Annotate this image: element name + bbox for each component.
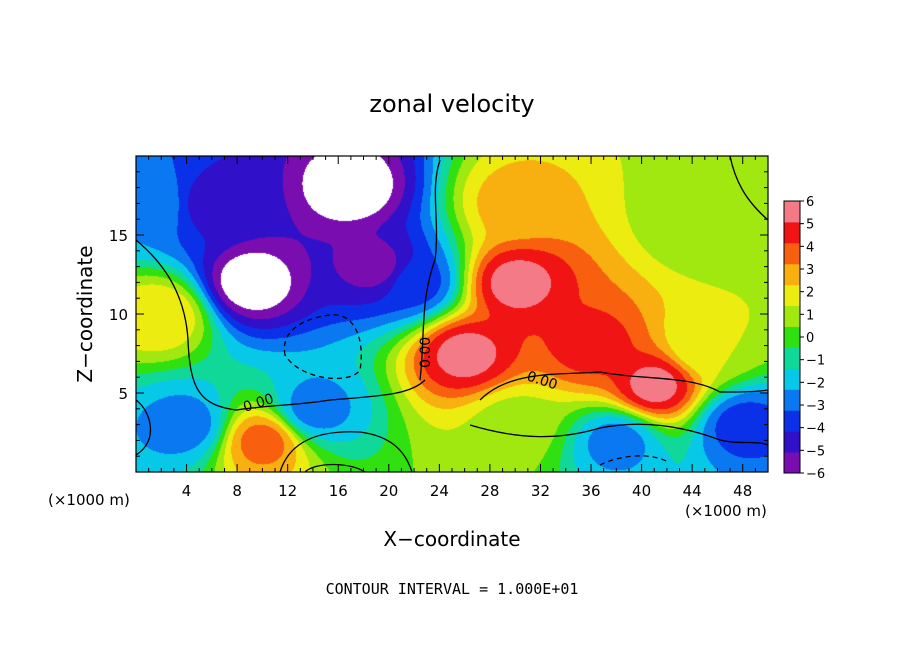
- contour-zero-left: [135, 239, 426, 411]
- colorbar-segment: [784, 431, 800, 453]
- x-axis: 4 8 12 16 20 24 28 32 36 40 44 48: [148, 156, 756, 500]
- colorbar-tick-label: 5: [806, 218, 814, 233]
- x-tick-label: 44: [683, 482, 702, 500]
- colorbar-segment: [784, 368, 800, 390]
- colorbar-segment: [784, 326, 800, 348]
- x-tick-label: 28: [480, 482, 499, 500]
- x-unit-right: (×1000 m): [685, 502, 767, 520]
- colorbar-segment: [784, 389, 800, 411]
- contour-zero-left-lower: [135, 399, 152, 456]
- colorbar-tick-label: −4: [806, 422, 825, 437]
- contour-dashed-bottom: [599, 455, 669, 466]
- x-tick-label: 12: [278, 482, 297, 500]
- contour-label-1: 0.00: [418, 337, 434, 368]
- contour-bottom-small: [304, 463, 366, 473]
- x-tick-label: 8: [232, 482, 242, 500]
- contour-zero-right: [729, 155, 769, 221]
- x-tick-label: 36: [581, 482, 600, 500]
- y-tick-label: 15: [109, 227, 128, 245]
- colorbar-tick-label: 3: [806, 263, 814, 278]
- x-tick-label: 20: [379, 482, 398, 500]
- colorbar-tick-label: 4: [806, 240, 814, 255]
- x-tick-label: 48: [733, 482, 752, 500]
- y-tick-label: 5: [118, 385, 128, 403]
- x-tick-label: 24: [430, 482, 449, 500]
- colorbar-tick-label: −5: [806, 444, 825, 459]
- colorbar-segment: [784, 221, 800, 244]
- colorbar-tick-label: 6: [806, 195, 814, 210]
- colorbar-tick-label: −1: [806, 354, 825, 369]
- colorbar-tick-label: 1: [806, 308, 814, 323]
- colorbar-tick-label: −2: [806, 376, 825, 391]
- colorbar-segment: [784, 305, 800, 328]
- contour-dashed-cell: [283, 314, 362, 380]
- x-tick-label: 16: [329, 482, 348, 500]
- colorbar-segment: [784, 284, 800, 307]
- chart-title: zonal velocity: [369, 90, 534, 118]
- colorbar-segment: [784, 242, 800, 265]
- x-tick-label: 32: [531, 482, 550, 500]
- contour-lines: [135, 155, 769, 473]
- y-axis: 5 10 15: [109, 171, 768, 457]
- contour-zero-bottom: [479, 371, 769, 401]
- colorbar-segment: [784, 263, 800, 286]
- contour-zero-lower-band: [469, 423, 769, 446]
- colorbar-tick-label: 2: [806, 286, 814, 301]
- contour-bottom-arc: [279, 431, 413, 473]
- colorbar-tick-label: −3: [806, 399, 825, 414]
- colorbar: 6 5 4 3 2 1 0 −1 −2 −3 −4 −5 −6: [783, 195, 825, 482]
- colorbar-segment: [784, 410, 800, 432]
- velocity-field: [136, 156, 768, 472]
- contour-zero-mid: [419, 159, 441, 381]
- contour-interval-footer: CONTOUR INTERVAL = 1.000E+01: [326, 580, 579, 598]
- y-tick-label: 10: [109, 306, 128, 324]
- colorbar-tick-label: 0: [806, 331, 814, 346]
- x-axis-label: X−coordinate: [383, 527, 520, 551]
- x-tick-label: 4: [182, 482, 192, 500]
- plot-area: 0.00 0.00 0.00 4 8 12 16 20 24 28 32 36 40 44 48 51…: [109, 155, 769, 500]
- y-axis-label: Z−coordinate: [73, 245, 97, 382]
- x-unit-left: (×1000 m): [48, 491, 130, 509]
- colorbar-tick-label: −6: [806, 467, 825, 482]
- x-tick-label: 40: [632, 482, 651, 500]
- colorbar-segment: [784, 452, 800, 474]
- colorbar-segment: [784, 347, 800, 369]
- colorbar-segment: [784, 201, 800, 223]
